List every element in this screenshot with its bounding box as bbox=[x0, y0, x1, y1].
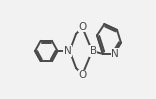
Text: N: N bbox=[64, 46, 72, 56]
Text: O: O bbox=[78, 70, 87, 80]
Text: O: O bbox=[78, 22, 87, 32]
Text: N: N bbox=[111, 49, 119, 59]
Text: B: B bbox=[90, 46, 97, 56]
